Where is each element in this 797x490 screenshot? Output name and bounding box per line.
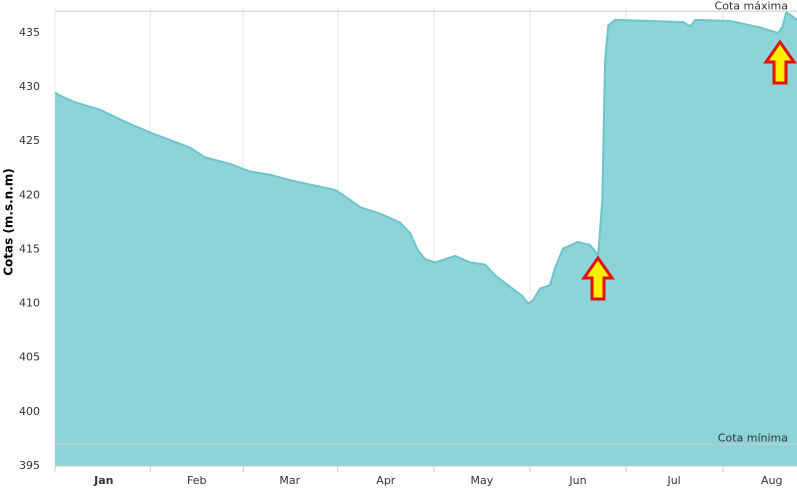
y-tick-label: 395: [19, 459, 40, 472]
x-tick-label: Feb: [187, 474, 206, 487]
area: [55, 12, 797, 467]
reference-label: Cota máxima: [715, 0, 788, 12]
y-tick-label: 415: [19, 242, 40, 255]
x-tick-label: Jul: [666, 474, 680, 487]
x-tick-label: Jun: [568, 474, 586, 487]
area-line: [54, 10, 797, 305]
reference-label: Cota mínima: [718, 431, 788, 444]
y-tick-label: 430: [19, 80, 40, 93]
y-axis-title: Cotas (m.s.n.m): [2, 168, 16, 276]
annotation-arrows: [581, 39, 797, 301]
y-tick-label: 410: [19, 297, 40, 310]
x-tick-label: Apr: [376, 474, 396, 487]
y-tick-label: 405: [19, 351, 40, 364]
x-tick-label: Mar: [279, 474, 300, 487]
y-tick-label: 420: [19, 188, 40, 201]
x-tick-label: Jan: [93, 474, 113, 487]
y-tick-label: 435: [19, 26, 40, 39]
arrow: [581, 255, 615, 301]
x-tick-label: May: [471, 474, 494, 487]
y-tick-label: 400: [19, 405, 40, 418]
y-tick-label: 425: [19, 134, 40, 147]
x-tick-label: Aug: [761, 474, 782, 487]
arrow: [763, 39, 797, 85]
